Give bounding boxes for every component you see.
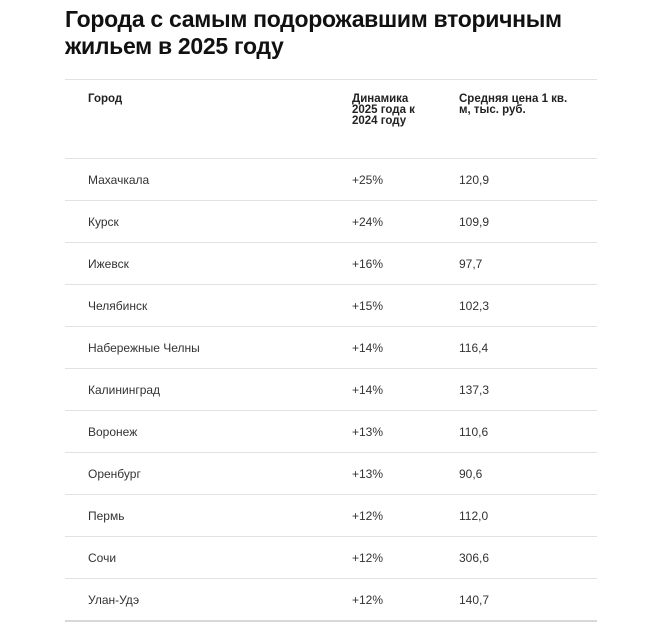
city-cell: Махачкала — [88, 173, 150, 187]
table-row: Оренбург +13% 90,6 — [65, 453, 597, 495]
change-cell: +16% — [352, 257, 384, 271]
table-row: Калининград +14% 137,3 — [65, 369, 597, 411]
price-cell: 112,0 — [459, 509, 489, 523]
table-row: Челябинск +15% 102,3 — [65, 285, 597, 327]
change-cell: +13% — [352, 467, 384, 481]
city-cell: Калининград — [88, 383, 161, 397]
price-cell: 90,6 — [459, 467, 483, 481]
header-city: Город — [88, 93, 123, 105]
price-cell: 109,9 — [459, 215, 490, 229]
header-price: Средняя цена 1 кв. м, тыс. руб. — [459, 93, 568, 116]
table-header: Город Динамика 2025 года к 2024 году Сре… — [65, 80, 597, 159]
table-row: Курск +24% 109,9 — [65, 201, 597, 243]
city-cell: Оренбург — [88, 467, 141, 481]
city-cell: Сочи — [88, 551, 117, 565]
change-cell: +14% — [352, 341, 384, 355]
change-cell: +15% — [352, 299, 384, 313]
city-cell: Курск — [88, 215, 119, 229]
change-cell: +14% — [352, 383, 384, 397]
change-cell: +12% — [352, 551, 384, 565]
price-cell: 102,3 — [459, 299, 490, 313]
change-cell: +12% — [352, 593, 384, 607]
change-cell: +24% — [352, 215, 384, 229]
change-cell: +13% — [352, 425, 384, 439]
table-row: Набережные Челны +14% 116,4 — [65, 327, 597, 369]
table-row: Воронеж +13% 110,6 — [65, 411, 597, 453]
city-cell: Воронеж — [88, 425, 138, 439]
price-cell: 120,9 — [459, 173, 490, 187]
city-cell: Ижевск — [88, 257, 129, 271]
table-row: Улан-Удэ +12% 140,7 — [65, 579, 597, 622]
cities-table: Город Динамика 2025 года к 2024 году Сре… — [65, 79, 597, 622]
price-cell: 140,7 — [459, 593, 490, 607]
city-cell: Челябинск — [88, 299, 148, 313]
change-cell: +25% — [352, 173, 384, 187]
city-cell: Набережные Челны — [88, 341, 200, 355]
table-row: Пермь +12% 112,0 — [65, 495, 597, 537]
page-title: Города с самым подорожавшим вторичным жи… — [65, 6, 562, 59]
header-change: Динамика 2025 года к 2024 году — [352, 93, 415, 127]
price-cell: 116,4 — [459, 341, 489, 355]
change-cell: +12% — [352, 509, 384, 523]
price-cell: 306,6 — [459, 551, 490, 565]
city-cell: Пермь — [88, 509, 125, 523]
table-row: Махачкала +25% 120,9 — [65, 159, 597, 201]
table-row: Ижевск +16% 97,7 — [65, 243, 597, 285]
price-cell: 110,6 — [459, 425, 489, 439]
price-cell: 137,3 — [459, 383, 490, 397]
price-cell: 97,7 — [459, 257, 483, 271]
table-row: Сочи +12% 306,6 — [65, 537, 597, 579]
city-cell: Улан-Удэ — [88, 593, 140, 607]
